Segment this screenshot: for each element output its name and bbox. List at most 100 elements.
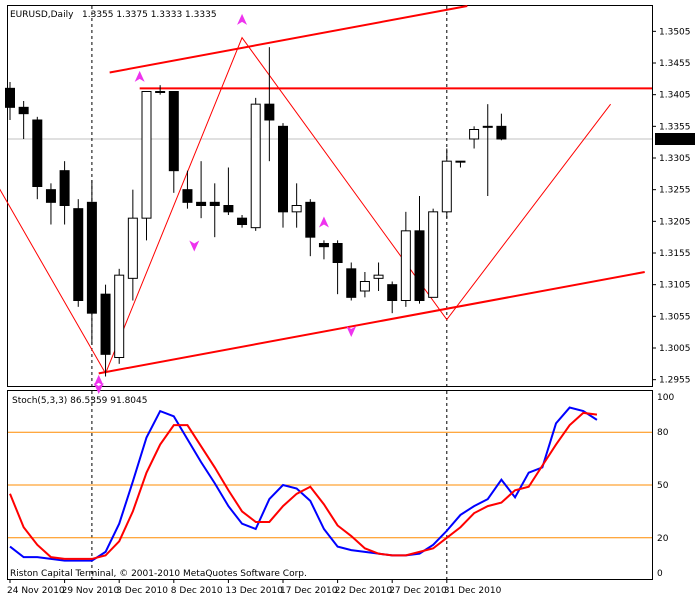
candle-1	[18, 101, 29, 139]
price-tick-6: 1.3205	[659, 217, 691, 227]
current-price-box	[655, 133, 695, 145]
candle-body-18	[250, 103, 261, 229]
candle-body-23	[318, 243, 329, 248]
candle-20	[278, 123, 288, 228]
candle-0	[5, 82, 15, 120]
candle-body-20	[278, 125, 288, 213]
ohlc-header: 1.3355 1.3375 1.3333 1.3335	[82, 10, 217, 20]
stoch-level-label-0: 80	[657, 428, 669, 438]
candle-24	[332, 240, 343, 295]
candle-22	[305, 199, 316, 257]
candle-9	[127, 189, 138, 301]
candle-8	[114, 268, 125, 364]
channel-line-0	[98, 271, 645, 375]
zigzag-line	[0, 36, 611, 375]
candle-10	[141, 91, 152, 241]
arrow-up-0	[134, 70, 145, 82]
date-tick-8: 31 Dec 2010	[444, 586, 502, 596]
price-layer: 1.3505 1.3455 1.3405 1.3355 1.3305 1.3255 1.32…	[0, 5, 695, 394]
candle-body-7	[100, 293, 111, 355]
candle-body-16	[223, 205, 234, 213]
price-tick-10: 1.3005	[659, 344, 691, 354]
candle-body-33	[455, 160, 466, 163]
price-pane-frame	[7, 5, 653, 387]
candle-25	[346, 262, 357, 301]
candle-2	[32, 116, 43, 200]
date-tick-0: 24 Nov 2010	[7, 586, 65, 596]
date-tick-4: 13 Dec 2010	[225, 586, 283, 596]
price-tick-8: 1.3105	[659, 281, 691, 291]
candle-body-11	[155, 91, 166, 93]
candle-body-6	[86, 201, 97, 314]
candle-16	[223, 167, 234, 215]
candle-4	[59, 161, 70, 225]
candle-body-17	[237, 217, 248, 226]
candle-body-35	[482, 125, 493, 128]
price-chart-title: EURUSD,Daily	[10, 10, 74, 20]
candle-27	[373, 262, 384, 291]
channel-line-1	[109, 5, 468, 74]
candle-body-27	[373, 274, 384, 279]
candle-body-28	[387, 284, 398, 301]
candle-body-22	[305, 201, 316, 238]
candle-32	[441, 148, 452, 219]
stoch-title: Stoch(5,3,3) 86.5359 91.8045	[12, 396, 147, 406]
candle-33	[455, 160, 466, 168]
stoch-tick-1: 0	[657, 569, 663, 579]
candle-body-26	[359, 281, 370, 292]
candle-13	[182, 170, 193, 209]
candle-5	[73, 199, 84, 307]
date-tick-5: 17 Dec 2010	[280, 586, 338, 596]
price-tick-2: 1.3405	[659, 91, 691, 101]
candle-21	[291, 183, 302, 228]
candle-31	[428, 208, 439, 298]
price-tick-0: 1.3505	[659, 27, 691, 37]
stoch-series-1	[9, 411, 598, 560]
candle-body-2	[32, 119, 43, 187]
candle-36	[496, 113, 507, 141]
arrow-up-3	[93, 374, 104, 386]
candle-body-3	[45, 189, 56, 203]
stoch-pane-frame	[7, 390, 653, 580]
date-tick-2: 3 Dec 2010	[116, 586, 168, 596]
price-tick-1: 1.3455	[659, 59, 691, 69]
candle-body-9	[127, 217, 138, 279]
candle-body-1	[18, 106, 29, 115]
candle-14	[196, 161, 207, 219]
candle-body-10	[141, 91, 152, 219]
arrow-down-0	[189, 240, 200, 252]
candle-7	[100, 284, 111, 377]
candle-body-24	[332, 243, 343, 263]
candle-3	[45, 183, 56, 225]
current-price-label: 1.3335	[658, 135, 690, 145]
candle-34	[469, 126, 480, 149]
price-tick-11: 1.2955	[659, 376, 691, 386]
candle-35	[482, 104, 493, 196]
candle-body-36	[496, 125, 507, 140]
stoch-series-0	[9, 406, 598, 562]
candle-15	[209, 183, 220, 238]
candle-29	[400, 211, 411, 307]
candle-30	[414, 196, 425, 304]
date-tick-1: 29 Nov 2010	[62, 586, 120, 596]
arrow-down-1	[346, 326, 357, 337]
candle-body-30	[414, 230, 425, 301]
candle-19	[264, 47, 275, 162]
candle-23	[318, 240, 329, 260]
stoch-tick-0: 100	[657, 393, 674, 403]
price-tick-9: 1.3055	[659, 312, 691, 322]
candle-body-25	[346, 268, 357, 298]
candle-body-19	[264, 103, 275, 121]
candle-body-4	[59, 170, 70, 207]
candle-body-5	[73, 208, 84, 302]
candle-body-34	[469, 129, 480, 140]
date-tick-3: 8 Dec 2010	[171, 586, 223, 596]
candle-body-13	[182, 189, 193, 203]
candle-body-8	[114, 274, 125, 358]
arrow-up-1	[237, 13, 248, 25]
candle-18	[250, 97, 261, 231]
date-tick-7: 27 Dec 2010	[389, 586, 447, 596]
candle-11	[155, 85, 166, 95]
candle-body-15	[209, 201, 220, 206]
